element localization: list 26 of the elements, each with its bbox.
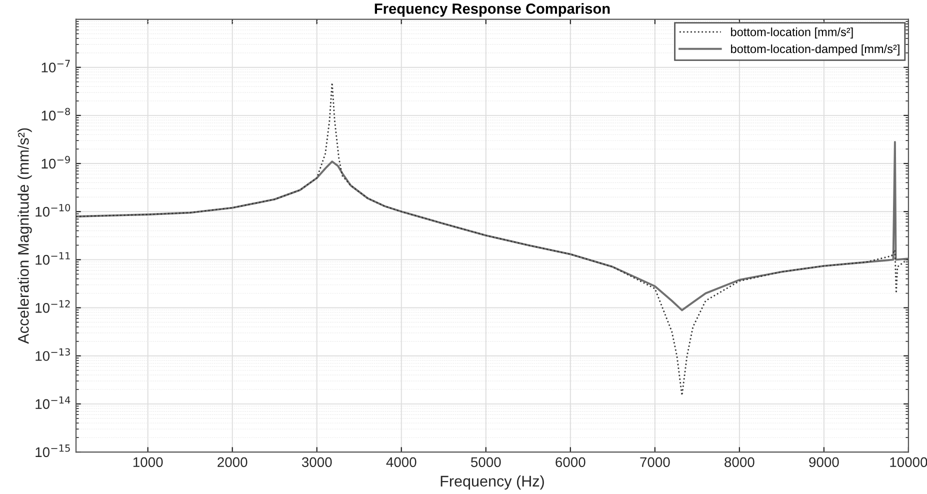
x-tick-label: 8000 (724, 457, 754, 468)
y-tick-label: 10$^{−12}$ (36, 300, 70, 313)
x-tick-label: 7000 (640, 457, 670, 468)
y-tick-label: 10$^{−8}$ (42, 108, 70, 120)
line-series (76, 141, 908, 312)
x-tick-label: 6000 (556, 457, 586, 468)
x-tick-label: 9000 (809, 457, 839, 468)
line-series (76, 82, 908, 396)
y-tick-label: 10$^{−15}$ (36, 444, 70, 458)
x-tick-label: 10000 (890, 457, 927, 468)
x-tick-label: 1000 (133, 457, 163, 468)
y-tick-label: 10$^{−10}$ (36, 204, 70, 217)
x-tick-label: 4000 (386, 457, 416, 468)
legend-label: bottom-location [mm/s²] (731, 28, 853, 39)
y-axis-title: Acceleration Magnitude (mm/s²) (18, 128, 32, 344)
x-tick-label: 5000 (471, 457, 501, 468)
y-tick-label: 10$^{−14}$ (36, 396, 70, 409)
legend-label: bottom-location-damped [mm/s²] (731, 44, 900, 56)
x-axis-title: Frequency (Hz) (440, 475, 544, 490)
chart-title: Frequency Response Comparison (374, 3, 610, 17)
y-tick-label: 10$^{−11}$ (36, 252, 70, 265)
x-tick-label: 3000 (302, 457, 332, 468)
y-tick-label: 10$^{−7}$ (42, 60, 70, 72)
y-tick-label: 10$^{−9}$ (42, 156, 70, 169)
y-tick-label: 10$^{−13}$ (36, 348, 70, 361)
x-tick-label: 2000 (218, 457, 248, 468)
